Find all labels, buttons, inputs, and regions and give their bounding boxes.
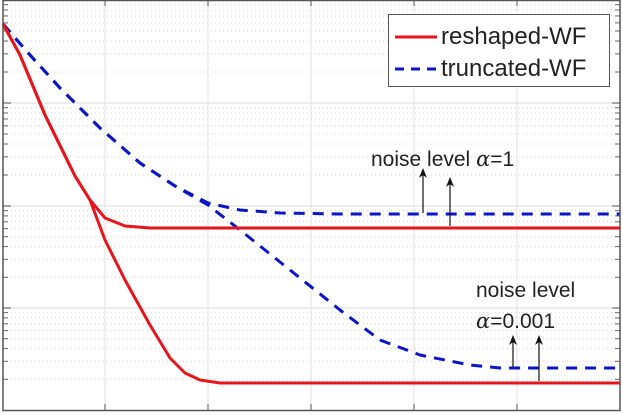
alpha-symbol: α [476,309,491,333]
series-line-truncated-wf [1,23,620,370]
annotation-value: =0.001 [490,310,556,333]
legend-item-truncated: truncated-WF [389,53,609,85]
legend-item-reshaped: reshaped-WF [389,21,609,53]
annotation-noise-alpha-0001-line1: noise level [476,279,575,303]
arrow-up-icon [535,335,543,381]
solid-line-icon [395,35,437,39]
legend: reshaped-WF truncated-WF [388,14,610,87]
legend-label: reshaped-WF [441,23,587,50]
annotation-noise-alpha-1: noise level α=1 [371,147,514,172]
annotation-text: noise level [371,148,477,171]
annotation-noise-alpha-0001-line2: α=0.001 [476,309,555,334]
legend-label: truncated-WF [441,55,587,82]
arrow-up-icon [446,177,454,226]
arrow-up-icon [419,168,427,213]
series-line-reshaped-wf [1,23,620,385]
annotation-text: noise level [476,279,576,302]
annotation-arrows [419,168,543,381]
series-layer [1,23,620,385]
annotation-value: =1 [490,148,515,171]
arrow-up-icon [509,335,517,367]
alpha-symbol: α [476,147,491,171]
dashed-line-icon [395,67,437,71]
